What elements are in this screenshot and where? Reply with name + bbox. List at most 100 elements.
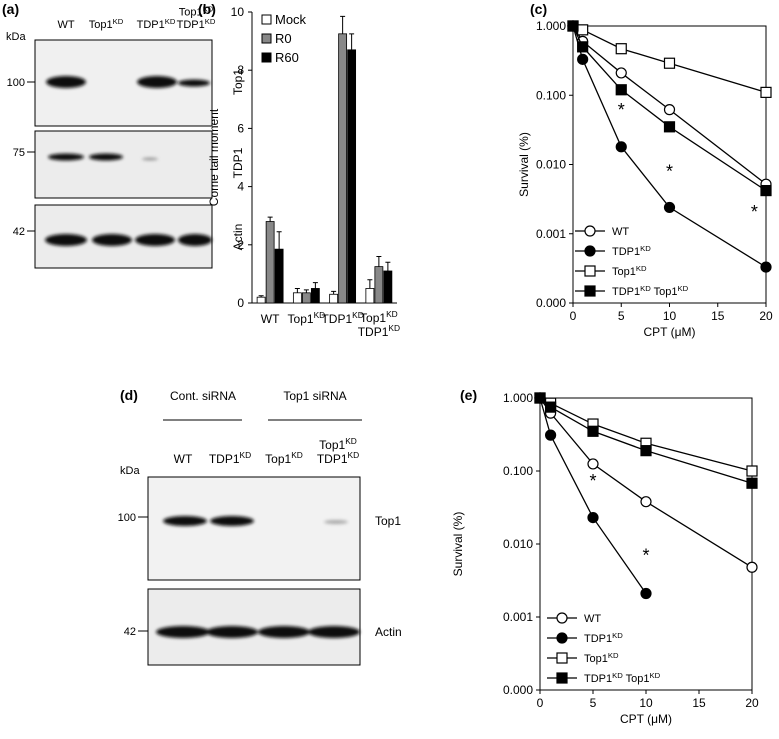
bar — [383, 270, 393, 304]
legend-label: TDP1KD — [612, 244, 651, 259]
point — [746, 465, 758, 477]
protein-label: Actin — [375, 625, 402, 639]
point — [567, 20, 579, 32]
blot-box — [147, 476, 361, 581]
legend-marker — [584, 285, 596, 297]
point — [760, 184, 772, 197]
bar — [374, 266, 384, 304]
point — [544, 401, 557, 413]
blot-d: (d) Cont. siRNA Top1 siRNA WT TDP1KD Top… — [118, 387, 402, 666]
error-bar — [349, 33, 355, 50]
x-tick-label: 0 — [570, 309, 577, 323]
marker-label: 100 — [7, 77, 25, 89]
point — [760, 86, 772, 98]
panel-label: (e) — [460, 387, 477, 403]
point — [587, 458, 599, 470]
bar — [292, 292, 302, 304]
bar — [256, 296, 266, 304]
x-tick-label: 10 — [663, 309, 677, 323]
y-axis-label: Survival (%) — [451, 512, 465, 577]
protein-label: TDP1 — [231, 147, 245, 178]
legend-label: R60 — [275, 50, 299, 65]
point — [615, 67, 627, 79]
y-tick-label: 6 — [237, 121, 244, 135]
x-tick-label: 0 — [537, 696, 544, 710]
y-tick-label: 2 — [237, 238, 244, 252]
series-line — [539, 397, 753, 568]
blot-box — [34, 130, 213, 199]
legend-marker — [584, 225, 596, 237]
legend-marker — [584, 265, 596, 277]
y-tick-label: 8 — [237, 63, 244, 77]
marker-tick — [27, 81, 35, 232]
y-axis-label: Come tail moment — [207, 108, 221, 206]
lane-label: Top1KD TDP1KD — [317, 436, 359, 466]
legend-label: WT — [584, 613, 601, 625]
legend-marker — [556, 612, 568, 624]
point — [663, 104, 676, 116]
y-tick-label: 0.001 — [536, 227, 566, 241]
bar — [265, 221, 275, 304]
y-tick-label: 0 — [237, 296, 244, 310]
legend-label: Top1KD — [612, 264, 647, 279]
legend-swatch — [261, 33, 272, 44]
bar — [301, 292, 311, 304]
error-bar — [385, 261, 391, 271]
bands — [45, 76, 212, 246]
x-tick-label: 15 — [711, 309, 725, 323]
y-tick-label: 0.100 — [503, 464, 533, 478]
point — [615, 141, 627, 153]
point — [577, 41, 589, 53]
point — [577, 53, 589, 65]
x-tick-label: Top1KD TDP1KD — [358, 309, 400, 339]
error-bar — [267, 216, 273, 222]
y-tick-label: 0.000 — [536, 296, 566, 310]
point — [587, 511, 599, 524]
legend-marker — [556, 632, 568, 644]
point — [663, 57, 676, 69]
point — [615, 84, 627, 96]
legend-marker — [556, 672, 568, 684]
legend-swatch — [261, 52, 272, 63]
error-bar — [294, 287, 300, 293]
series-line — [539, 397, 753, 472]
point — [640, 587, 652, 600]
y-tick-label: 10 — [231, 5, 245, 19]
y-tick-label: 0.010 — [503, 537, 533, 551]
annotation: * — [751, 202, 758, 222]
error-bar — [276, 231, 282, 250]
legend-label: TDP1KD — [584, 631, 623, 646]
marker-label: 42 — [124, 626, 136, 638]
protein-label: Top1 — [375, 514, 401, 528]
legend-label: TDP1KD Top1KD — [612, 284, 689, 299]
point — [577, 24, 589, 36]
x-tick-label: 5 — [618, 309, 625, 323]
point — [663, 201, 676, 214]
lane-label: WT — [174, 452, 193, 466]
lane-label: Top1KD — [265, 450, 303, 466]
y-tick-label: 1.000 — [503, 391, 533, 405]
bar — [338, 33, 348, 304]
marker-tick — [138, 516, 148, 632]
x-tick-label: 5 — [590, 696, 597, 710]
bar — [310, 288, 320, 304]
x-tick-label: 10 — [639, 696, 653, 710]
panel-label: (d) — [120, 387, 138, 403]
error-bar — [367, 279, 373, 289]
error-bar — [258, 295, 264, 298]
y-tick-label: 0.001 — [503, 610, 533, 624]
lane-label: Top1KD — [89, 17, 124, 32]
bar — [274, 248, 284, 304]
point — [663, 121, 676, 133]
point — [746, 561, 758, 573]
x-axis-label: CPT (μM) — [643, 325, 695, 339]
bar — [347, 49, 357, 304]
point — [640, 445, 652, 457]
point — [640, 496, 652, 508]
point — [615, 43, 627, 55]
legend-marker — [556, 652, 568, 664]
point — [587, 425, 599, 437]
annotation: * — [642, 545, 649, 565]
panel-label: (a) — [2, 1, 19, 17]
